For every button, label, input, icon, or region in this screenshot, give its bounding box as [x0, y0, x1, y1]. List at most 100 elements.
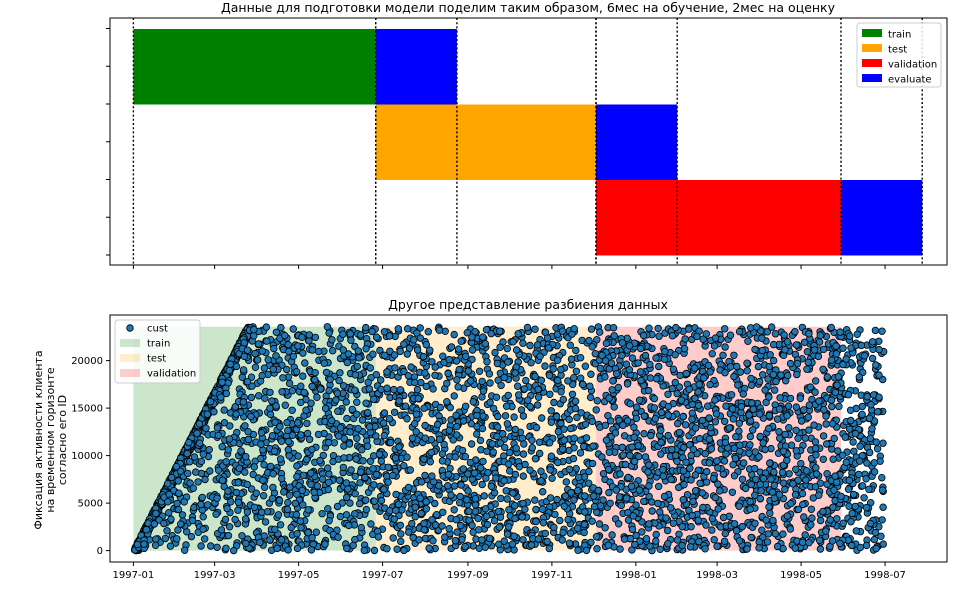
- customer-point: [466, 377, 475, 385]
- customer-point: [810, 421, 818, 429]
- customer-point: [587, 325, 596, 333]
- customer-point: [343, 493, 351, 502]
- customer-point: [444, 482, 452, 490]
- customer-point: [421, 471, 429, 480]
- customer-point: [611, 429, 620, 437]
- customer-point: [860, 494, 868, 502]
- customer-point: [411, 513, 419, 521]
- customer-point: [343, 544, 351, 553]
- customer-point: [287, 523, 295, 532]
- customer-point: [573, 413, 581, 422]
- customer-point: [519, 339, 527, 347]
- customer-point: [847, 518, 855, 526]
- customer-point: [227, 498, 235, 506]
- customer-point: [362, 496, 370, 504]
- customer-point: [751, 345, 759, 354]
- customer-point: [351, 490, 359, 498]
- customer-point: [356, 331, 365, 339]
- customer-point: [789, 480, 797, 488]
- customer-point: [478, 393, 486, 401]
- customer-point: [333, 389, 342, 397]
- customer-point: [646, 360, 654, 369]
- customer-point: [435, 326, 444, 334]
- customer-point: [351, 386, 359, 394]
- customer-point: [489, 448, 497, 456]
- gantt-bar-evaluate-row-2: [596, 104, 678, 180]
- customer-point: [504, 460, 513, 468]
- customer-point: [711, 493, 719, 502]
- customer-point: [689, 445, 697, 453]
- customer-point: [173, 535, 181, 543]
- customer-point: [339, 382, 348, 390]
- customer-point: [637, 344, 645, 353]
- customer-point: [870, 535, 879, 544]
- customer-point: [240, 352, 249, 361]
- customer-point: [471, 501, 480, 509]
- customer-point: [503, 530, 512, 538]
- customer-point: [293, 462, 301, 470]
- customer-point: [878, 516, 886, 524]
- customer-point: [435, 435, 444, 443]
- customer-point: [778, 468, 787, 477]
- customer-point: [807, 505, 816, 513]
- customer-point: [570, 434, 578, 442]
- customer-point: [383, 384, 391, 392]
- customer-point: [769, 516, 777, 525]
- customer-point: [237, 447, 245, 455]
- customer-point: [602, 436, 611, 444]
- customer-point: [711, 334, 720, 342]
- customer-point: [496, 439, 504, 447]
- customer-point: [351, 510, 359, 518]
- customer-point: [751, 464, 759, 473]
- customer-point: [273, 544, 281, 553]
- customer-point: [735, 502, 743, 510]
- customer-point: [481, 340, 489, 348]
- customer-point: [458, 446, 467, 455]
- customer-point: [872, 438, 880, 446]
- customer-point: [298, 333, 306, 341]
- customer-point: [355, 354, 363, 362]
- customer-point: [510, 413, 518, 421]
- customer-point: [805, 330, 813, 338]
- customer-point: [675, 383, 684, 391]
- customer-point: [524, 396, 532, 404]
- customer-point: [546, 466, 554, 474]
- customer-point: [206, 398, 215, 406]
- customer-point: [520, 440, 528, 448]
- customer-point: [220, 419, 229, 427]
- customer-point: [523, 323, 532, 332]
- customer-point: [311, 333, 320, 342]
- customer-point: [867, 401, 875, 409]
- customer-point: [515, 463, 524, 471]
- customer-point: [289, 352, 298, 360]
- gantt-bar-validation-row-3: [596, 180, 841, 256]
- customer-point: [747, 381, 756, 389]
- customer-point: [863, 393, 871, 401]
- customer-point: [444, 470, 453, 479]
- customer-point: [858, 410, 866, 419]
- customer-point: [559, 528, 567, 537]
- customer-point: [199, 525, 207, 533]
- customer-point: [478, 377, 486, 386]
- customer-point: [640, 497, 648, 506]
- customer-point: [363, 442, 372, 450]
- customer-point: [626, 451, 634, 460]
- customer-point: [771, 530, 780, 538]
- customer-point: [487, 482, 496, 490]
- customer-point: [671, 378, 679, 387]
- customer-point: [299, 372, 307, 380]
- customer-point: [335, 432, 343, 440]
- customer-point: [329, 347, 337, 355]
- customer-point: [776, 434, 784, 442]
- customer-point: [269, 483, 277, 492]
- customer-point: [596, 364, 605, 372]
- customer-point: [347, 466, 355, 474]
- customer-point: [213, 543, 221, 551]
- customer-point: [426, 458, 434, 466]
- customer-point: [566, 341, 574, 349]
- customer-point: [878, 474, 886, 482]
- customer-point: [197, 457, 206, 466]
- customer-point: [250, 463, 258, 471]
- customer-point: [321, 540, 329, 548]
- customer-point: [558, 536, 566, 544]
